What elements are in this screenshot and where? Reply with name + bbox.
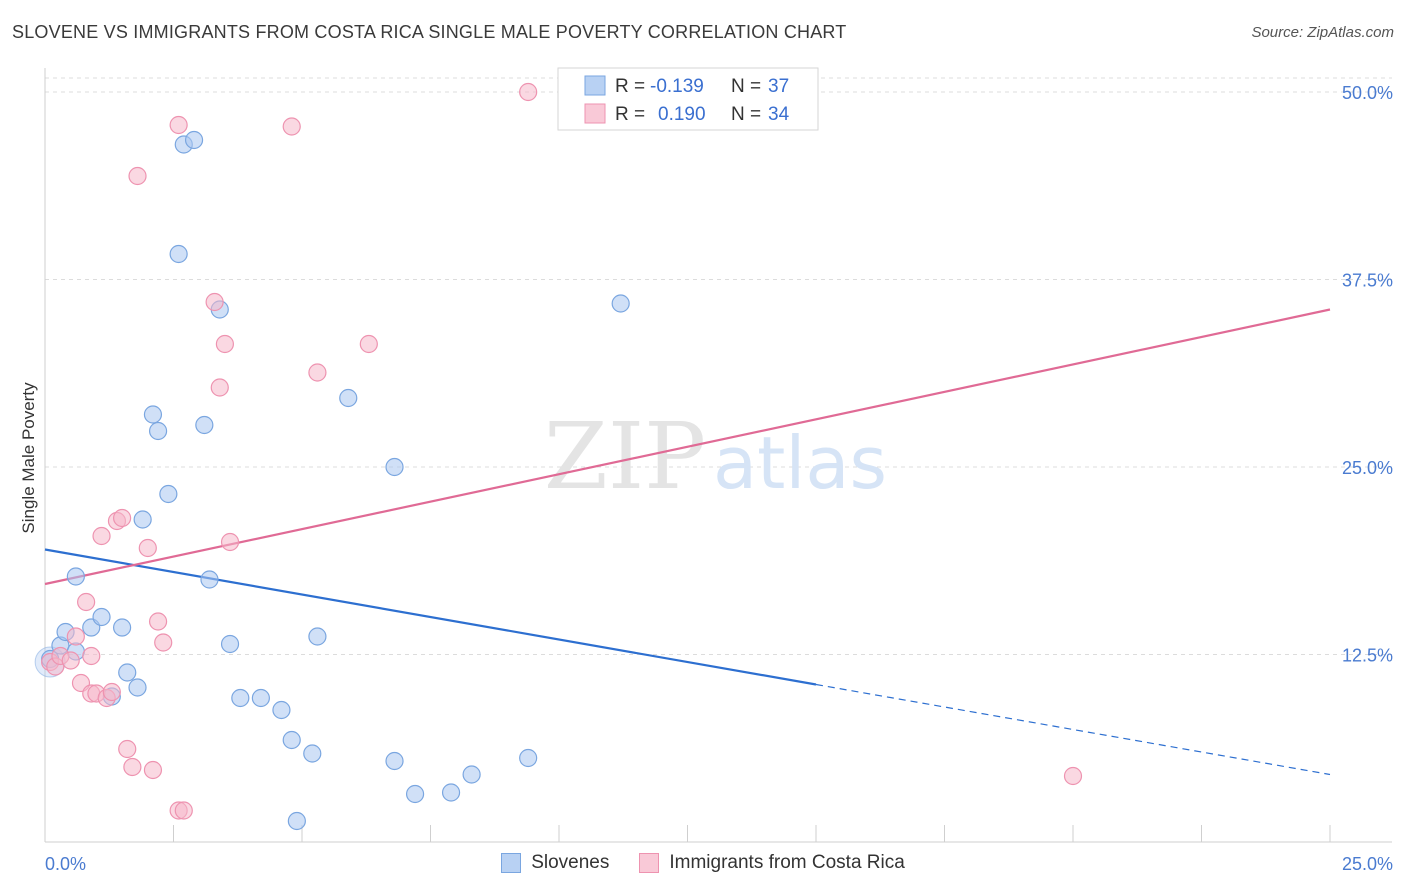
slovene-point[interactable] [611,294,630,313]
tick-labels: 12.5% 25.0% 37.5% 50.0% 0.0% 25.0% [45,83,1393,874]
costa-rica-point[interactable] [128,166,147,186]
costa-rica-point[interactable] [82,646,101,666]
slovene-point[interactable] [231,688,250,708]
slovene-point[interactable] [195,415,214,435]
y-tick-label: 37.5% [1342,271,1393,291]
slovene-point[interactable] [462,765,481,784]
slovene-point[interactable] [200,570,219,589]
costa-rica-point[interactable] [174,801,193,820]
watermark: ZIP atlas [544,403,887,510]
watermark-atlas: atlas [713,421,887,505]
bottom-legend: Slovenes Immigrants from Costa Rica [0,852,1406,874]
slovene-point[interactable] [133,510,152,529]
slovene-point[interactable] [519,748,538,768]
source-label: Source: ZipAtlas.com [1251,24,1394,41]
slovene-point[interactable] [128,678,147,697]
x-tick-label-min: 0.0% [45,854,86,874]
legend-item-slovenes[interactable]: Slovenes [501,852,609,874]
costa-rica-point[interactable] [1063,766,1083,786]
trend-line [44,548,817,686]
costa-rica-point[interactable] [210,378,229,397]
slovene-point[interactable] [148,421,168,441]
slovene-point[interactable] [251,688,270,708]
slovene-point[interactable] [287,811,306,831]
slovene-point[interactable] [405,784,425,804]
slovene-point[interactable] [143,405,163,424]
costa-rica-point[interactable] [308,363,327,382]
slovene-point[interactable] [184,130,204,150]
legend-n-label-1: N = [731,76,761,97]
slovene-point[interactable] [339,388,358,408]
legend-r-value-1: -0.139 [650,76,704,97]
costa-rica-point[interactable] [92,526,111,546]
costa-rica-point[interactable] [282,117,301,136]
slovene-point[interactable] [308,627,327,646]
legend-item-costa-rica[interactable]: Immigrants from Costa Rica [639,852,905,874]
costa-rica-point[interactable] [205,292,224,312]
y-tick-label: 50.0% [1342,83,1393,103]
slovene-point[interactable] [272,700,291,720]
costa-rica-point[interactable] [169,115,188,135]
slovenes-swatch [501,853,522,873]
legend-label-costa-rica: Immigrants from Costa Rica [669,852,905,873]
y-tick-label: 25.0% [1342,458,1393,478]
data-points [34,82,1083,831]
costa-rica-point[interactable] [61,651,80,670]
legend-n-value-1: 37 [768,76,789,97]
costa-rica-point[interactable] [148,612,168,631]
legend-n-label-2: N = [731,104,761,125]
y-axis-label: Single Male Poverty [19,382,38,534]
costa-rica-point[interactable] [359,334,378,354]
costa-rica-point[interactable] [118,739,137,759]
costa-rica-point[interactable] [102,682,121,702]
slovene-point[interactable] [159,484,178,504]
y-tick-label: 12.5% [1342,646,1393,666]
costa-rica-point[interactable] [123,757,142,777]
costa-rica-point[interactable] [112,508,132,528]
slovene-point[interactable] [92,607,111,627]
slovene-point[interactable] [441,783,461,802]
chart-title: SLOVENE VS IMMIGRANTS FROM COSTA RICA SI… [12,22,847,42]
costa-rica-point[interactable] [220,532,240,552]
slovene-point[interactable] [118,663,137,682]
trend-line [44,308,1331,586]
legend-n-value-2: 34 [768,104,790,125]
slovene-point[interactable] [220,634,240,654]
slovene-point[interactable] [66,567,85,586]
legend-label-slovenes: Slovenes [531,852,610,873]
costa-rica-point[interactable] [519,82,538,102]
slovene-point[interactable] [282,730,301,750]
slovene-point[interactable] [169,244,188,264]
slovene-point[interactable] [385,457,404,477]
trend-line-extension [815,683,1331,776]
slovene-point[interactable] [385,751,404,771]
legend-r-label-1: R = [615,76,645,97]
legend-r-value-2: 0.190 [658,104,706,125]
watermark-zip: ZIP [544,403,706,510]
costa-rica-point[interactable] [154,633,173,652]
costa-rica-point[interactable] [66,627,85,646]
costa-rica-point[interactable] [138,538,157,558]
trend-lines [44,308,1331,776]
stats-legend: R = -0.139 N = 37 R = 0.190 N = 34 [557,67,819,131]
gridlines [45,77,1392,655]
legend-r-label-2: R = [615,104,645,125]
slovene-point[interactable] [303,744,322,763]
costa-rica-swatch [639,853,660,873]
legend-swatch-costa-rica [584,103,606,124]
legend-swatch-slovenes [584,75,606,96]
costa-rica-point[interactable] [77,592,96,612]
costa-rica-point[interactable] [143,760,163,780]
slovene-point[interactable] [112,618,132,637]
x-tick-label-max: 25.0% [1342,854,1393,874]
costa-rica-point[interactable] [215,334,234,354]
